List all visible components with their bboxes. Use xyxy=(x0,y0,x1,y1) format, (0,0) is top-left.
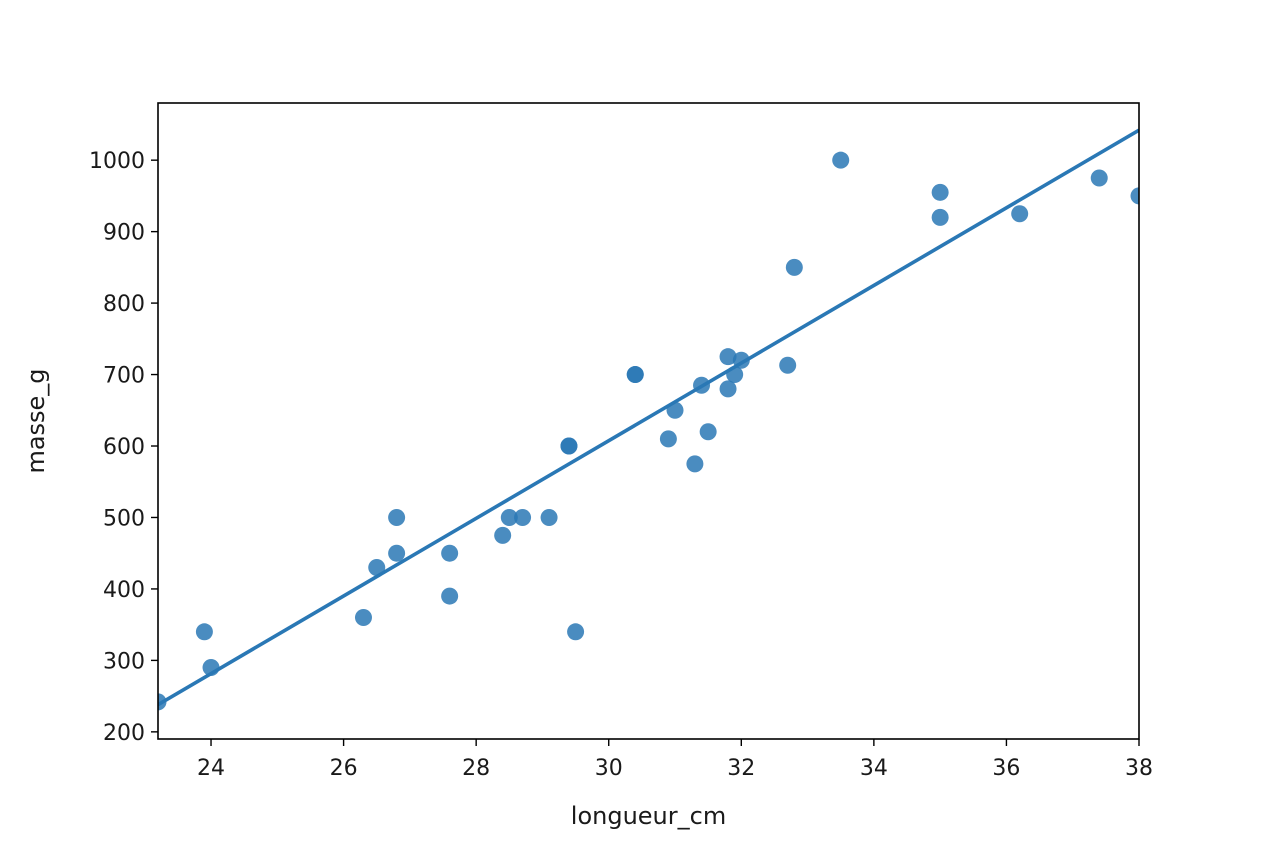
y-tick-label: 400 xyxy=(103,578,145,603)
data-point xyxy=(1090,169,1108,187)
data-point xyxy=(1130,187,1139,205)
y-tick-label: 600 xyxy=(103,435,145,460)
data-point xyxy=(931,183,949,201)
x-tick-label: 30 xyxy=(595,756,623,781)
data-point xyxy=(1011,205,1029,223)
y-tick-label: 500 xyxy=(103,506,145,531)
data-point xyxy=(686,455,704,473)
data-point xyxy=(494,526,512,544)
data-point xyxy=(441,587,459,605)
data-point xyxy=(832,151,850,169)
data-point xyxy=(354,609,372,627)
data-point xyxy=(626,366,644,384)
data-point xyxy=(931,208,949,226)
y-tick-label: 900 xyxy=(103,221,145,246)
data-point xyxy=(388,544,406,562)
y-axis: 200 300 400 500 600 700 800 900 1000 xyxy=(89,149,158,746)
data-point xyxy=(719,380,737,398)
plot-frame xyxy=(157,102,1140,740)
y-tick-label: 800 xyxy=(103,292,145,317)
y-axis-title: masse_g xyxy=(22,368,50,473)
regression-line xyxy=(158,128,1139,707)
y-tick-label: 200 xyxy=(103,721,145,746)
x-tick-label: 26 xyxy=(330,756,358,781)
data-point xyxy=(195,623,213,641)
data-point xyxy=(659,430,677,448)
data-point xyxy=(441,544,459,562)
x-axis-title: longueur_cm xyxy=(571,802,726,830)
x-tick-label: 36 xyxy=(992,756,1020,781)
data-point xyxy=(785,258,803,276)
y-tick-label: 1000 xyxy=(89,149,145,174)
data-point xyxy=(779,356,797,374)
regression-line-group xyxy=(158,128,1139,707)
data-point xyxy=(567,623,585,641)
data-point xyxy=(500,508,518,526)
data-point xyxy=(368,558,386,576)
data-points xyxy=(158,151,1139,711)
x-tick-label: 38 xyxy=(1125,756,1153,781)
x-tick-label: 32 xyxy=(727,756,755,781)
y-tick-label: 300 xyxy=(103,649,145,674)
x-tick-label: 28 xyxy=(462,756,490,781)
data-point xyxy=(388,508,406,526)
data-point xyxy=(699,423,717,441)
data-point xyxy=(540,508,558,526)
y-tick-label: 700 xyxy=(103,364,145,389)
x-tick-label: 24 xyxy=(197,756,225,781)
data-point xyxy=(514,508,532,526)
x-axis: 24 26 28 30 32 34 36 38 xyxy=(197,739,1153,781)
x-tick-label: 34 xyxy=(860,756,888,781)
data-point xyxy=(560,437,578,455)
data-point xyxy=(719,348,737,366)
